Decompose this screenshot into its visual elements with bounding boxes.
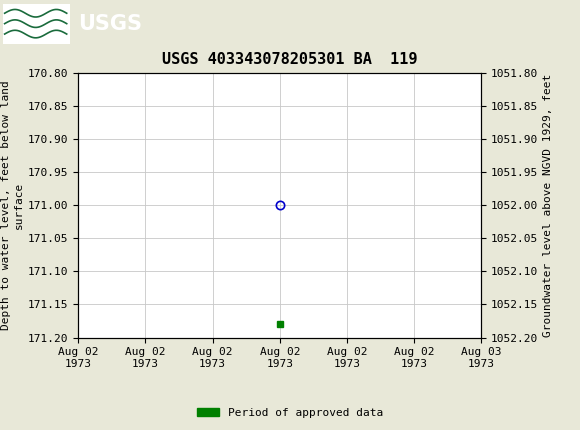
Legend: Period of approved data: Period of approved data (193, 403, 387, 422)
Y-axis label: Depth to water level, feet below land
surface: Depth to water level, feet below land su… (1, 80, 24, 330)
Y-axis label: Groundwater level above NGVD 1929, feet: Groundwater level above NGVD 1929, feet (542, 74, 553, 337)
Text: USGS 403343078205301 BA  119: USGS 403343078205301 BA 119 (162, 52, 418, 67)
Text: USGS: USGS (78, 14, 142, 34)
FancyBboxPatch shape (3, 4, 70, 43)
